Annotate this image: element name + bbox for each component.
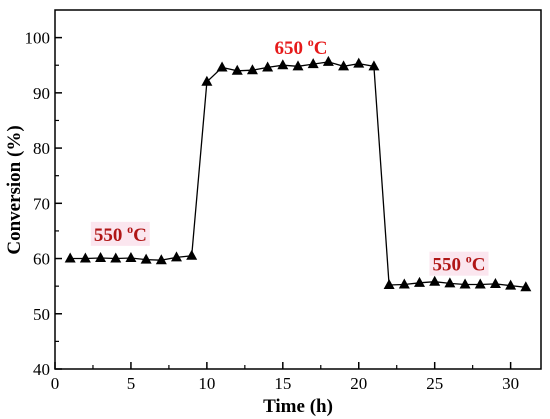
data-point-marker xyxy=(489,277,501,288)
annotation-unit: C xyxy=(472,255,486,276)
axes: 0 5 10 15 20 25 30 40 50 60 70 80 90 100 xyxy=(25,29,520,393)
y-axis-title: Conversion (%) xyxy=(4,125,25,254)
data-point-marker xyxy=(429,275,441,286)
series-layer xyxy=(64,55,532,292)
data-point-marker xyxy=(216,61,228,72)
annotation-degree: o xyxy=(127,222,133,236)
x-tick-label: 25 xyxy=(426,374,443,393)
data-point-marker xyxy=(322,55,334,66)
data-point-marker xyxy=(414,276,425,287)
annotation-highlight xyxy=(429,251,489,276)
annotation-degree: o xyxy=(308,35,314,49)
temperature-annotation: 550 oC xyxy=(432,252,485,276)
annotation-value: 650 xyxy=(275,38,308,59)
data-point-marker xyxy=(338,60,350,71)
data-point-marker xyxy=(140,253,152,264)
data-point-marker xyxy=(474,278,486,289)
x-tick-label: 15 xyxy=(274,374,291,393)
data-point-marker xyxy=(125,251,137,262)
data-point-marker xyxy=(155,254,167,265)
temperature-annotation: 550 oC xyxy=(94,222,147,246)
data-point-marker xyxy=(231,64,243,75)
x-tick-label: 5 xyxy=(127,374,136,393)
x-tick-label: 20 xyxy=(350,374,367,393)
x-tick-label: 30 xyxy=(502,374,519,393)
temperature-annotation: 650 oC xyxy=(275,35,328,59)
data-point-marker xyxy=(307,58,319,69)
data-point-marker xyxy=(246,64,258,75)
annotation-degree: o xyxy=(466,252,472,266)
annotation-unit: C xyxy=(133,225,147,246)
x-tick-label: 10 xyxy=(198,374,215,393)
y-tick-label: 60 xyxy=(33,250,50,269)
data-point-marker xyxy=(368,60,380,71)
x-axis-title: Time (h) xyxy=(263,396,333,417)
x-tick-label: 0 xyxy=(51,374,60,393)
annotation-value: 550 xyxy=(432,255,465,276)
data-point-marker xyxy=(383,279,395,290)
data-point-marker xyxy=(459,278,471,289)
data-point-marker xyxy=(110,252,122,263)
y-tick-label: 70 xyxy=(33,194,50,213)
data-point-marker xyxy=(79,252,91,263)
annotation-value: 550 xyxy=(94,225,127,246)
data-point-marker xyxy=(262,61,274,72)
data-point-marker xyxy=(186,249,198,260)
data-point-marker xyxy=(277,59,289,70)
y-tick-label: 100 xyxy=(25,29,51,48)
y-tick-label: 50 xyxy=(33,305,50,324)
annotation-unit: C xyxy=(314,38,328,59)
data-point-marker xyxy=(292,60,304,71)
data-point-marker xyxy=(201,75,213,86)
y-tick-label: 80 xyxy=(33,139,50,158)
annotation-highlight xyxy=(90,221,150,246)
y-tick-label: 40 xyxy=(33,360,50,379)
data-point-marker xyxy=(444,277,456,288)
data-point-marker xyxy=(95,251,107,262)
y-tick-label: 90 xyxy=(33,84,50,103)
data-point-marker xyxy=(520,281,532,292)
data-point-marker xyxy=(171,251,182,262)
plot-frame xyxy=(54,9,542,370)
data-point-marker xyxy=(398,278,410,289)
data-point-marker xyxy=(353,57,365,68)
data-point-marker xyxy=(505,279,517,290)
data-point-marker xyxy=(64,252,76,263)
